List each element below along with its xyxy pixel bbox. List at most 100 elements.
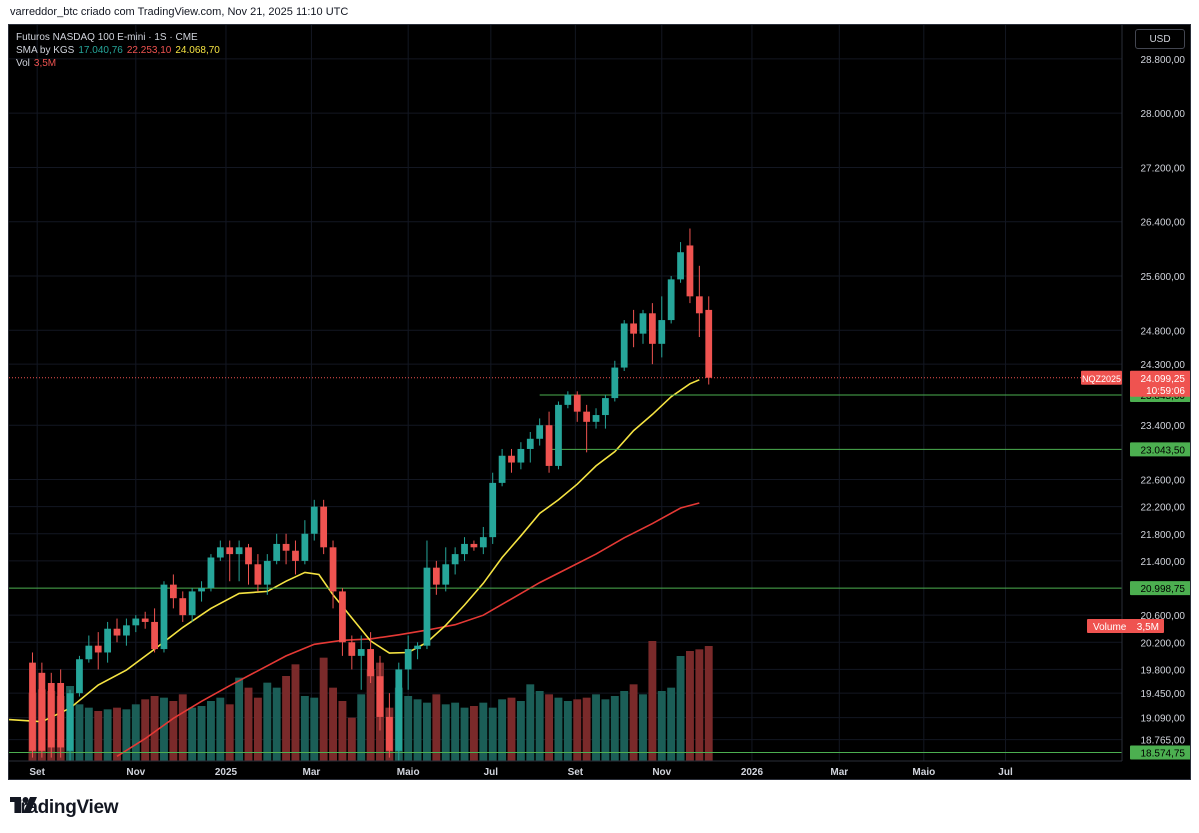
candle-body[interactable] bbox=[432, 567, 440, 585]
candle-body[interactable] bbox=[508, 455, 515, 463]
candle-body[interactable] bbox=[329, 547, 337, 592]
candle-body[interactable] bbox=[104, 628, 112, 653]
candle-body[interactable] bbox=[169, 584, 177, 599]
candle-body[interactable] bbox=[160, 584, 168, 650]
candle-body[interactable] bbox=[423, 567, 431, 646]
candle-body[interactable] bbox=[151, 621, 158, 650]
candle-body[interactable] bbox=[705, 309, 713, 378]
candle-body[interactable] bbox=[29, 662, 36, 751]
candle-body[interactable] bbox=[132, 618, 140, 626]
candle-body[interactable] bbox=[123, 625, 130, 636]
candle-body[interactable] bbox=[66, 693, 74, 751]
candle-body[interactable] bbox=[226, 547, 234, 555]
candle-body[interactable] bbox=[263, 560, 271, 585]
candle-body[interactable] bbox=[667, 279, 675, 321]
candle-body[interactable] bbox=[273, 543, 281, 561]
candle-body[interactable] bbox=[639, 313, 647, 334]
candle-body[interactable] bbox=[611, 367, 619, 399]
candle-body[interactable] bbox=[320, 506, 328, 548]
candle-body[interactable] bbox=[85, 645, 93, 660]
price-chart[interactable]: 28.800,00 28.000,00 27.200,00 26.400,00 25.6… bbox=[9, 25, 1191, 780]
candle-body[interactable] bbox=[498, 455, 506, 483]
candle-body[interactable] bbox=[686, 245, 694, 297]
volume-bar bbox=[535, 691, 544, 761]
candle-body[interactable] bbox=[38, 672, 46, 751]
candle-body[interactable] bbox=[348, 642, 356, 656]
candle-body[interactable] bbox=[414, 645, 421, 650]
candle-body[interactable] bbox=[592, 415, 600, 422]
chart-panel[interactable]: 28.800,00 28.000,00 27.200,00 26.400,00 25.6… bbox=[8, 24, 1191, 780]
candle-body[interactable] bbox=[395, 669, 403, 751]
x-tick-label: Nov bbox=[652, 767, 671, 778]
candle-body[interactable] bbox=[620, 323, 628, 368]
footer-logo[interactable]: TradingView bbox=[10, 797, 119, 819]
candle-body[interactable] bbox=[545, 425, 553, 466]
candle-body[interactable] bbox=[630, 323, 637, 334]
candle-body[interactable] bbox=[376, 676, 384, 717]
candle-body[interactable] bbox=[573, 394, 581, 412]
candle-body[interactable] bbox=[94, 645, 102, 653]
candle-body[interactable] bbox=[207, 557, 215, 589]
candle-body[interactable] bbox=[404, 649, 412, 670]
volume-bar bbox=[563, 701, 572, 761]
candle-body[interactable] bbox=[386, 716, 393, 751]
candle-body[interactable] bbox=[76, 659, 83, 694]
candle-body[interactable] bbox=[47, 682, 55, 748]
candle-body[interactable] bbox=[451, 554, 459, 565]
candle-body[interactable] bbox=[188, 591, 196, 616]
candle-body[interactable] bbox=[442, 564, 450, 585]
volume-bar bbox=[300, 696, 309, 761]
candle-body[interactable] bbox=[113, 628, 121, 636]
volume-bar bbox=[404, 696, 413, 761]
volume-bar bbox=[601, 699, 610, 761]
candle-body[interactable] bbox=[695, 296, 703, 314]
candle-body[interactable] bbox=[292, 550, 299, 561]
currency-button[interactable]: USD bbox=[1135, 29, 1185, 49]
y-tick-label: 22.600,00 bbox=[1141, 475, 1186, 486]
candle-body[interactable] bbox=[301, 533, 309, 561]
time-axis[interactable] bbox=[9, 761, 1122, 780]
y-tick-label: 20.200,00 bbox=[1141, 638, 1186, 649]
symbol-badge bbox=[1081, 370, 1122, 385]
candle-body[interactable] bbox=[658, 320, 666, 344]
candle-body[interactable] bbox=[517, 448, 525, 463]
candle-body[interactable] bbox=[198, 588, 205, 592]
legend-symbol[interactable]: Futuros NASDAQ 100 E-mini · 1S · CME bbox=[16, 32, 198, 43]
level-price-badge bbox=[1130, 581, 1190, 596]
candle-body[interactable] bbox=[461, 543, 468, 555]
volume-bar bbox=[423, 702, 431, 761]
candle-body[interactable] bbox=[357, 649, 365, 656]
legend-volume[interactable]: Vol 3,5M bbox=[16, 57, 220, 70]
candle-body[interactable] bbox=[583, 411, 591, 422]
candle-body[interactable] bbox=[648, 313, 656, 344]
candle-body[interactable] bbox=[479, 537, 487, 548]
candle-body[interactable] bbox=[235, 547, 243, 555]
legend-sma[interactable]: SMA by KGS 17.040,76 22.253,10 24.068,70 bbox=[16, 44, 220, 57]
volume-bar bbox=[244, 687, 253, 761]
candle-body[interactable] bbox=[57, 682, 65, 748]
candle-body[interactable] bbox=[179, 598, 187, 616]
candle-body[interactable] bbox=[489, 482, 497, 538]
y-tick-label: 26.400,00 bbox=[1141, 218, 1186, 229]
candle-body[interactable] bbox=[339, 591, 346, 643]
candle-body[interactable] bbox=[310, 506, 318, 534]
candle-body[interactable] bbox=[602, 398, 609, 416]
candle-body[interactable] bbox=[526, 438, 534, 449]
candle-body[interactable] bbox=[564, 394, 572, 405]
chart-legend: Futuros NASDAQ 100 E-mini · 1S · CME SMA… bbox=[16, 31, 220, 70]
candle-body[interactable] bbox=[141, 618, 149, 622]
candle-body[interactable] bbox=[254, 564, 262, 585]
x-tick-label: Maio bbox=[397, 767, 420, 778]
candle-body[interactable] bbox=[536, 425, 544, 439]
x-tick-label: Jul bbox=[484, 767, 499, 778]
candle-body[interactable] bbox=[677, 252, 684, 280]
candle-body[interactable] bbox=[367, 649, 374, 677]
sma-slow-line bbox=[116, 502, 700, 757]
candle-body[interactable] bbox=[216, 547, 224, 558]
volume-bar bbox=[141, 699, 150, 761]
candle-body[interactable] bbox=[470, 543, 478, 548]
candle-body[interactable] bbox=[245, 547, 252, 565]
y-tick-label: 21.400,00 bbox=[1141, 557, 1186, 568]
candle-body[interactable] bbox=[282, 543, 290, 551]
candle-body[interactable] bbox=[555, 404, 562, 466]
